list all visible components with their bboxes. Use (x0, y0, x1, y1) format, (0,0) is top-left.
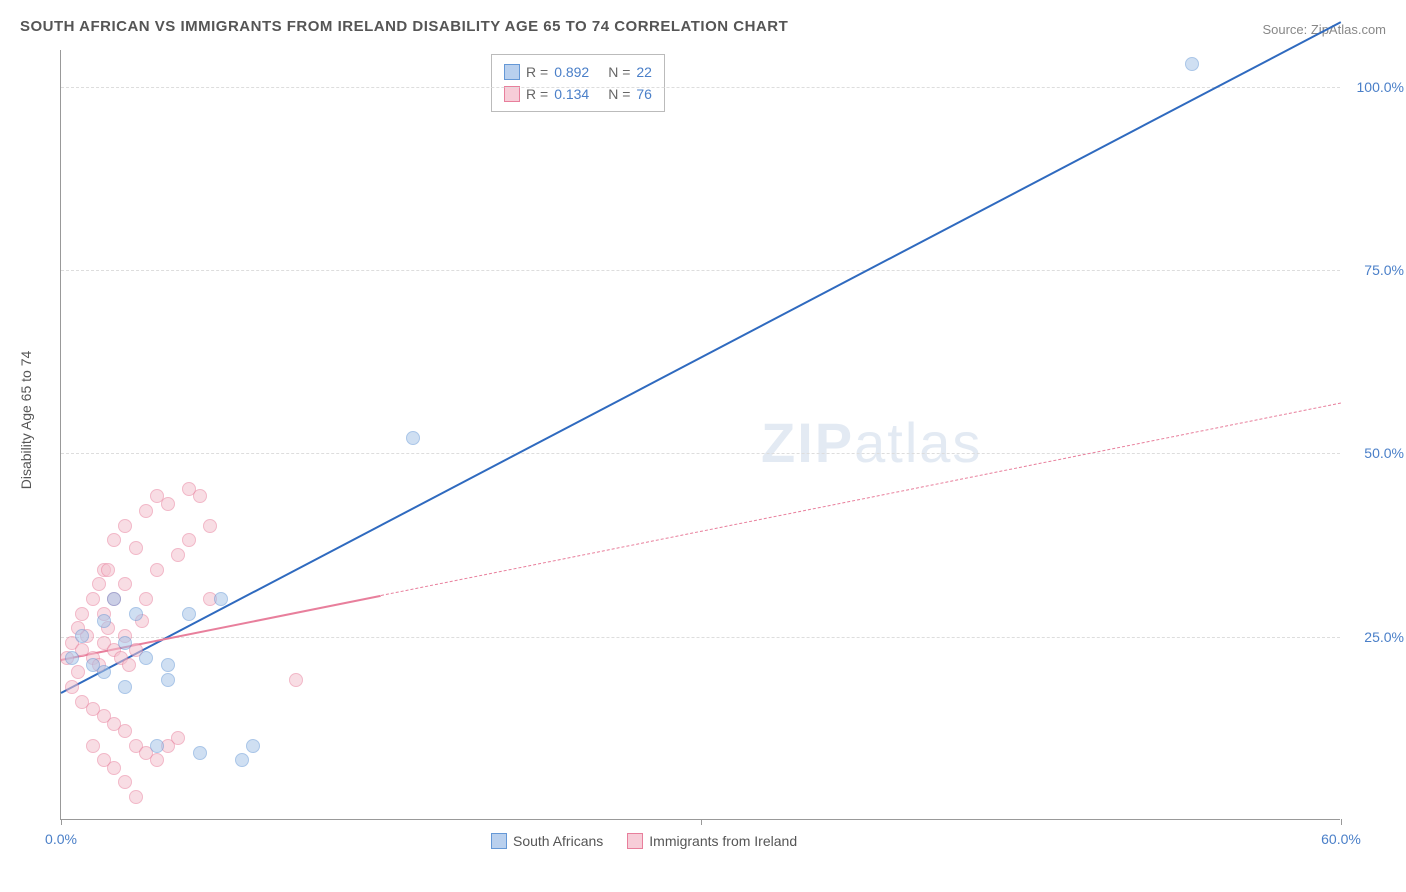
r-value-0: 0.892 (554, 61, 602, 83)
legend-item-0: South Africans (491, 833, 603, 849)
scatter-point (289, 673, 303, 687)
scatter-point (86, 739, 100, 753)
scatter-point (86, 658, 100, 672)
scatter-point (203, 519, 217, 533)
scatter-point (118, 680, 132, 694)
scatter-point (150, 563, 164, 577)
legend-label-0: South Africans (513, 833, 603, 849)
scatter-point (171, 731, 185, 745)
swatch-icon (627, 833, 643, 849)
scatter-point (65, 651, 79, 665)
scatter-point (171, 548, 185, 562)
scatter-point (97, 614, 111, 628)
watermark: ZIPatlas (761, 410, 982, 475)
gridline (61, 87, 1340, 88)
gridline (61, 453, 1340, 454)
trend-line (61, 21, 1342, 694)
chart-title: SOUTH AFRICAN VS IMMIGRANTS FROM IRELAND… (20, 18, 788, 35)
scatter-point (150, 753, 164, 767)
scatter-point (235, 753, 249, 767)
n-label: N = (608, 61, 630, 83)
scatter-point (118, 577, 132, 591)
swatch-series-1 (504, 86, 520, 102)
scatter-point (161, 673, 175, 687)
scatter-point (129, 607, 143, 621)
swatch-icon (491, 833, 507, 849)
gridline (61, 270, 1340, 271)
scatter-point (214, 592, 228, 606)
r-label: R = (526, 61, 548, 83)
x-tick-mark (701, 819, 702, 825)
trend-line (381, 402, 1341, 595)
y-tick-label: 25.0% (1348, 629, 1404, 645)
scatter-point (246, 739, 260, 753)
n-value-0: 22 (636, 61, 652, 83)
scatter-point (129, 790, 143, 804)
scatter-point (193, 489, 207, 503)
x-tick-mark (61, 819, 62, 825)
scatter-point (65, 680, 79, 694)
legend-item-1: Immigrants from Ireland (627, 833, 797, 849)
scatter-point (118, 775, 132, 789)
scatter-point (75, 629, 89, 643)
y-tick-label: 50.0% (1348, 445, 1404, 461)
scatter-point (92, 577, 106, 591)
scatter-point (107, 592, 121, 606)
y-axis-label: Disability Age 65 to 74 (18, 351, 34, 490)
x-tick-mark (1341, 819, 1342, 825)
scatter-point (182, 533, 196, 547)
swatch-series-0 (504, 64, 520, 80)
scatter-point (150, 739, 164, 753)
scatter-point (129, 541, 143, 555)
plot-area: ZIPatlas R = 0.892 N = 22 R = 0.134 N = … (60, 50, 1340, 820)
scatter-point (107, 533, 121, 547)
scatter-point (118, 636, 132, 650)
scatter-point (1185, 57, 1199, 71)
scatter-point (122, 658, 136, 672)
scatter-point (118, 519, 132, 533)
scatter-point (139, 504, 153, 518)
scatter-point (71, 665, 85, 679)
scatter-point (139, 651, 153, 665)
x-tick-label: 60.0% (1321, 831, 1361, 847)
scatter-point (75, 607, 89, 621)
scatter-point (118, 724, 132, 738)
legend-label-1: Immigrants from Ireland (649, 833, 797, 849)
y-tick-label: 100.0% (1348, 79, 1404, 95)
scatter-point (193, 746, 207, 760)
legend-row-series-0: R = 0.892 N = 22 (504, 61, 652, 83)
legend-correlation: R = 0.892 N = 22 R = 0.134 N = 76 (491, 54, 665, 112)
scatter-point (182, 607, 196, 621)
x-tick-label: 0.0% (45, 831, 77, 847)
y-tick-label: 75.0% (1348, 262, 1404, 278)
scatter-point (139, 592, 153, 606)
chart-container: SOUTH AFRICAN VS IMMIGRANTS FROM IRELAND… (0, 0, 1406, 892)
scatter-point (101, 563, 115, 577)
scatter-point (406, 431, 420, 445)
scatter-point (161, 658, 175, 672)
scatter-point (86, 592, 100, 606)
legend-series: South Africans Immigrants from Ireland (491, 833, 797, 849)
scatter-point (97, 753, 111, 767)
scatter-point (161, 497, 175, 511)
gridline (61, 637, 1340, 638)
